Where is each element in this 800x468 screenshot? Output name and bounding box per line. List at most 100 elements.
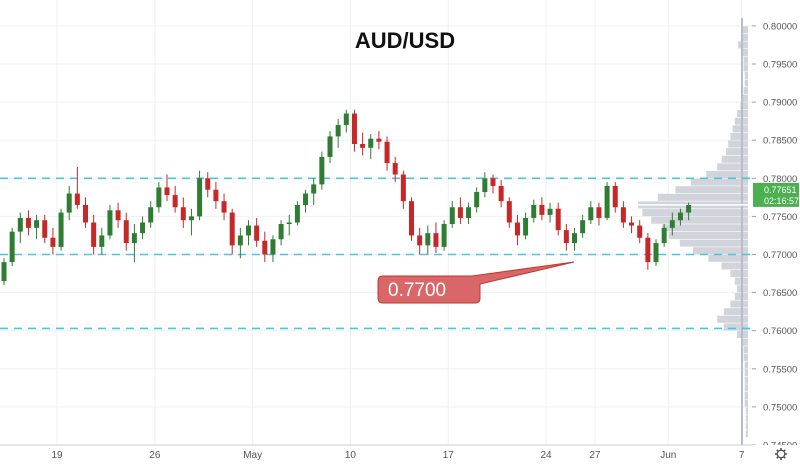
gear-icon[interactable]: [775, 448, 787, 460]
candle-body: [91, 222, 97, 247]
candle-body: [197, 178, 203, 217]
volume-profile-bar: [743, 87, 748, 95]
volume-profile-bar: [745, 414, 748, 422]
candle-body: [148, 207, 154, 223]
candle-body: [34, 220, 40, 228]
y-tick-label: 0.78000: [763, 174, 797, 185]
y-tick-label: 0.77000: [763, 250, 797, 261]
x-tick-label: 24: [540, 450, 552, 461]
candle-body: [596, 207, 602, 218]
candlestick-series[interactable]: [1, 109, 692, 285]
candle-body: [376, 138, 382, 142]
candle-body: [498, 185, 504, 202]
y-tick-label: 0.79500: [763, 60, 797, 71]
volume-profile-bar: [662, 224, 748, 232]
candle-body: [474, 192, 480, 208]
candle-body: [221, 201, 227, 213]
x-tick-label: 7: [739, 450, 745, 461]
candle-body: [466, 207, 472, 218]
candle-body: [400, 174, 406, 202]
candle-body: [580, 220, 586, 234]
candle-body: [270, 239, 276, 255]
y-tick-label: 0.75500: [763, 364, 797, 375]
volume-profile-bar: [721, 262, 748, 270]
candle-body: [482, 178, 488, 193]
candle-body: [620, 207, 626, 223]
y-tick-label: 0.79000: [763, 98, 797, 109]
candle-body: [254, 225, 260, 241]
y-tick-label: 0.78500: [763, 136, 797, 147]
candle-body: [115, 210, 121, 221]
candle-body: [563, 230, 569, 244]
price-axis[interactable]: 0.80000 0.79500 0.79000 0.78500 0.78000 0.775…: [752, 0, 800, 452]
candle-body: [637, 225, 643, 238]
candle-body: [25, 217, 31, 228]
candle-body: [441, 224, 447, 247]
candle-body: [286, 222, 292, 225]
callout-label: 0.7700: [388, 280, 446, 301]
candle-body: [604, 185, 610, 218]
volume-profile-bar: [742, 49, 748, 57]
candle-body: [409, 201, 414, 236]
candle-body: [523, 217, 529, 236]
candle-body: [669, 220, 675, 228]
candle-body: [449, 207, 455, 225]
candle-body: [303, 193, 309, 205]
volume-profile: [638, 18, 748, 445]
volume-profile-bar: [744, 376, 748, 384]
candle-body: [58, 212, 64, 247]
volume-profile-bar: [679, 239, 748, 247]
candle-body: [262, 240, 268, 255]
volume-profile-bar: [744, 391, 748, 399]
volume-profile-bar: [726, 148, 748, 156]
price-callout[interactable]: 0.7700: [377, 261, 575, 304]
volume-profile-bar: [745, 407, 748, 415]
candle-body: [490, 178, 496, 186]
candle-body: [677, 212, 683, 221]
candle-body: [311, 184, 317, 194]
candle-body: [66, 193, 72, 213]
callout-box[interactable]: [377, 261, 575, 304]
candle-body: [645, 237, 651, 263]
y-tick-label: 0.80000: [763, 21, 797, 32]
candle-body: [335, 124, 341, 137]
candle-body: [661, 227, 667, 244]
volume-profile-bar: [738, 41, 748, 49]
y-tick-label: 0.76000: [763, 326, 797, 337]
volume-profile-bar: [743, 346, 748, 354]
volume-profile-bar: [744, 361, 748, 369]
volume-profile-bar: [741, 26, 748, 34]
volume-profile-bar: [717, 315, 748, 323]
candle-body: [629, 222, 635, 226]
volume-profile-bar: [730, 132, 748, 140]
last-price-tag: 0.77651 02:16:57: [753, 182, 799, 207]
gear-icon-ring: [776, 449, 786, 459]
candle-body: [457, 207, 463, 218]
candle-body: [188, 216, 194, 221]
volume-profile-bar: [668, 231, 748, 239]
volume-profile-bar: [642, 209, 748, 217]
volume-profile-bar: [742, 33, 748, 41]
candle-body: [588, 207, 594, 221]
last-price-value: 0.77651: [764, 185, 797, 195]
candle-countdown: 02:16:57: [764, 196, 799, 206]
candle-body: [17, 217, 23, 232]
candle-body: [164, 187, 170, 196]
y-tick-label: 0.76500: [763, 288, 797, 299]
candle-body: [205, 178, 211, 190]
candle-body: [555, 208, 561, 231]
volume-profile-bar: [744, 79, 748, 87]
y-tick-label: 0.75000: [763, 402, 797, 413]
x-tick-label: 17: [443, 450, 455, 461]
last-price-tag-bg: [753, 182, 799, 207]
time-axis[interactable]: 19 26 May 10 17 24 27 Jun 7: [0, 444, 800, 463]
volume-profile-bar: [723, 323, 748, 331]
volume-profile-bar: [743, 64, 748, 72]
candle-body: [653, 243, 659, 263]
volume-profile-bar: [743, 353, 748, 361]
candle-body: [140, 222, 146, 234]
volume-profile-bar: [730, 270, 748, 278]
candle-body: [572, 233, 577, 244]
